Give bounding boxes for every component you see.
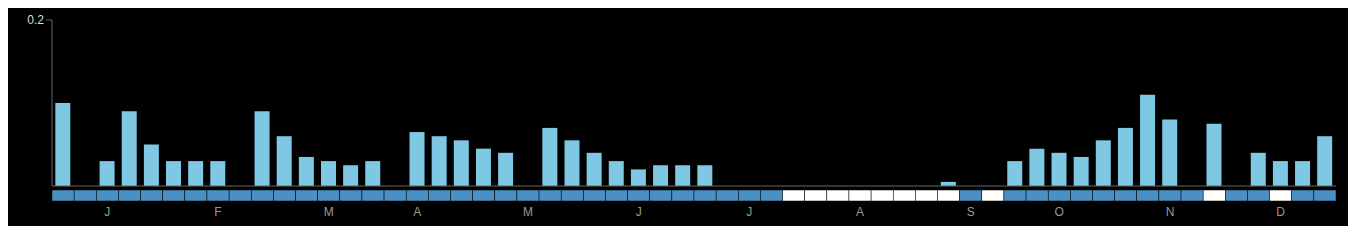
svg-text:A: A: [413, 205, 421, 219]
svg-text:N: N: [1166, 205, 1175, 219]
svg-text:J: J: [636, 205, 642, 219]
svg-text:O: O: [1055, 205, 1064, 219]
svg-text:S: S: [967, 205, 975, 219]
svg-text:D: D: [1276, 205, 1285, 219]
svg-text:J: J: [104, 205, 110, 219]
svg-text:M: M: [324, 205, 334, 219]
svg-text:J: J: [746, 205, 752, 219]
svg-text:0.2: 0.2: [27, 13, 44, 27]
svg-text:M: M: [523, 205, 533, 219]
svg-text:A: A: [856, 205, 864, 219]
svg-text:F: F: [214, 205, 221, 219]
